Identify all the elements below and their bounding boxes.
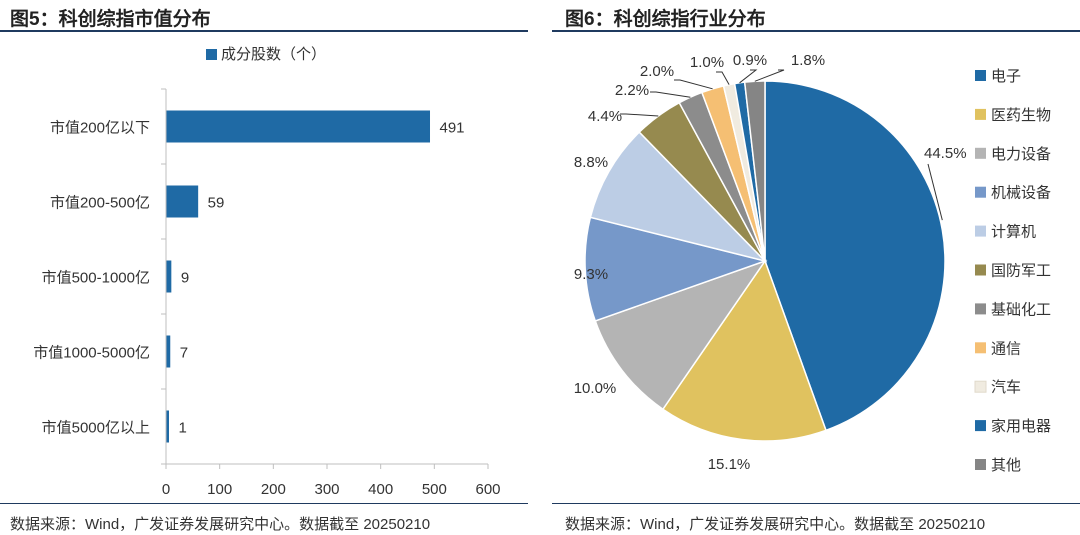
pie-chart: 44.5% 15.1% 10.0% 9.3% 8.8% 4.4% 2.2% 2.0% 1.0% 0… [574,52,1051,474]
legend-label: 成分股数（个） [221,46,326,63]
legend-label: 机械设备 [991,185,1051,202]
legend-label: 通信 [991,340,1021,357]
slice-label: 10.0% [574,380,617,397]
pie-slice [764,80,946,432]
legend-label: 医药生物 [991,107,1051,124]
x-tick-label: 400 [368,481,393,498]
legend-swatch [206,49,217,60]
legend-label: 基础化工 [991,301,1051,318]
legend-label: 家用电器 [991,418,1051,435]
source-divider [0,503,528,504]
legend-swatch [974,380,987,393]
leader-line [754,69,785,82]
data-label: 491 [440,120,465,137]
slice-label: 9.3% [574,266,608,283]
legend-swatch [975,225,986,237]
x-tick-label: 0 [162,481,170,498]
legend-swatch [975,303,986,315]
legend-swatch [975,420,986,432]
bar [166,410,169,443]
legend-label: 电力设备 [991,146,1051,163]
bar-chart-title: 图5：科创综指市值分布 [10,9,211,30]
slice-label: 1.8% [791,52,825,69]
bar [166,185,199,218]
legend: 成分股数（个） [206,46,326,63]
data-label: 9 [181,270,189,287]
category-label: 市值200-500亿 [50,195,150,212]
pie-slice [661,259,827,442]
category-label: 市值5000亿以上 [42,420,150,437]
bar [166,110,431,143]
title-divider [0,30,528,32]
legend-label: 计算机 [991,223,1036,241]
leader-line [716,71,730,85]
source-note: 数据来源：Wind，广发证券发展研究中心。数据截至 20250210 [565,516,986,533]
slice-label: 15.1% [708,456,751,473]
source-note: 数据来源：Wind，广发证券发展研究中心。数据截至 20250210 [10,516,431,533]
legend-label: 汽车 [991,379,1021,396]
data-label: 1 [179,420,187,437]
legend-label: 电子 [991,68,1021,85]
category-label: 市值1000-5000亿 [33,345,150,362]
source-divider [552,503,1080,504]
x-tick-label: 500 [422,481,447,498]
legend-swatch [975,108,986,120]
slice-label: 2.0% [640,63,674,80]
legend-swatch [975,264,986,276]
pie-slice [594,259,767,411]
legend-label: 其他 [991,457,1021,474]
legend-swatch [975,70,986,81]
legend-label: 国防军工 [991,263,1051,280]
x-tick-label: 200 [261,481,286,498]
leader-line [650,91,691,98]
leader-line [739,69,758,84]
slice-label: 2.2% [615,82,649,99]
legend-swatch [975,147,986,159]
slice-label: 44.5% [924,145,967,162]
x-tick-label: 600 [475,481,500,498]
slice-label: 1.0% [690,54,724,71]
slice-label: 4.4% [588,108,622,125]
pie-chart-panel: 图6：科创综指行业分布 44.5% 15.1% 10.0% 9.3% 8.8% 4.4% 2… [552,0,1080,535]
bar-chart-panel: 图5：科创综指市值分布 成分股数（个） 0 100 200 300 400 500 600 市值… [0,0,528,535]
pie-slice [584,216,768,322]
bar [166,260,172,293]
pie-slice [589,131,768,263]
slice-label: 8.8% [574,154,608,171]
category-label: 市值200亿以下 [50,120,150,137]
category-label: 市值500-1000亿 [42,270,150,287]
title-divider [552,30,1080,32]
x-tick-label: 300 [314,481,339,498]
leader-line [674,79,713,90]
legend-swatch [975,186,986,198]
data-label: 7 [180,345,188,362]
pie-chart-title: 图6：科创综指行业分布 [565,9,766,30]
leader-line [620,113,659,117]
bar-chart: 成分股数（个） 0 100 200 300 400 500 600 市值200亿以下 491 市值2… [33,46,500,498]
legend-swatch [975,459,986,470]
leader-line [927,163,943,221]
bar [166,335,171,368]
slice-label: 0.9% [733,52,767,69]
x-tick-label: 100 [207,481,232,498]
legend-swatch [975,342,986,354]
data-label: 59 [208,195,225,212]
